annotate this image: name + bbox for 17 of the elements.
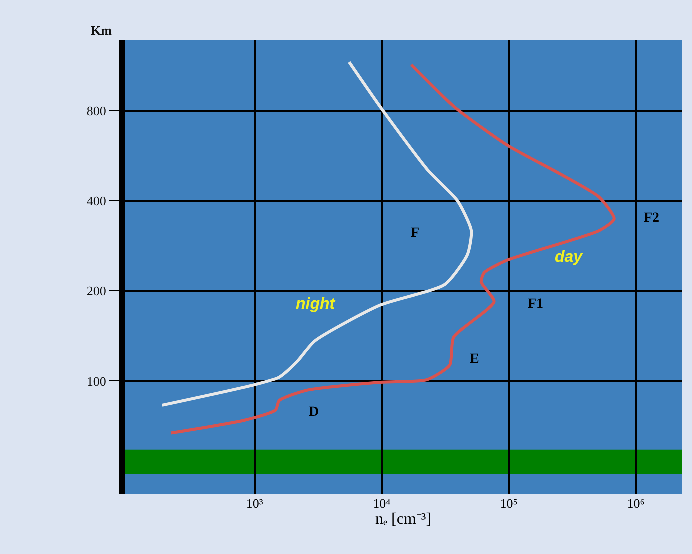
x-tick-label: 10³ [246,496,264,511]
series-label: night [296,296,336,313]
y-axis-title: Km [91,23,112,38]
annotation: D [309,405,320,420]
y-tick-label: 800 [86,103,106,118]
x-axis-title: nₑ [cm⁻³] [375,511,432,528]
series-label: day [555,249,584,266]
y-tick-label: 200 [86,284,106,299]
annotation: E [470,352,480,367]
x-tick-label: 10⁴ [373,496,392,511]
annotation: F2 [644,211,660,226]
y-tick-label: 400 [86,194,106,209]
x-tick-label: 10⁶ [627,496,645,511]
x-tick-label: 10⁵ [500,496,518,511]
annotation: F [411,226,420,241]
annotation: F1 [528,297,544,312]
y-tick-label: 100 [86,374,106,389]
